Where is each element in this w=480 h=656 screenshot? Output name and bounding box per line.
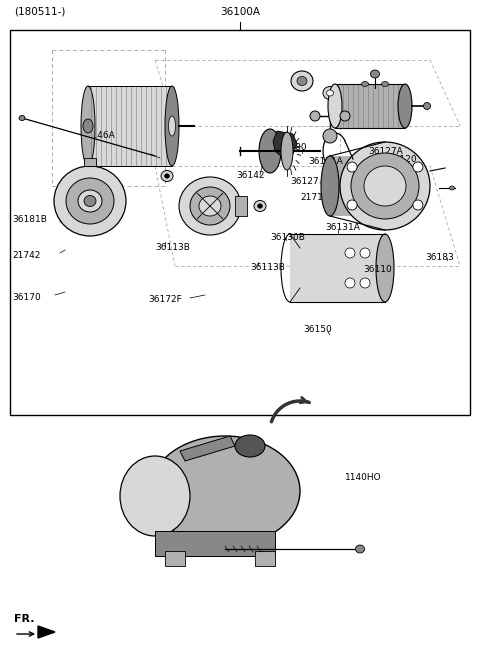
Text: 36183: 36183	[425, 253, 454, 262]
Bar	[255, 551, 275, 566]
Text: 36121A: 36121A	[308, 157, 343, 167]
Ellipse shape	[423, 102, 431, 110]
Text: 36127A: 36127A	[368, 148, 403, 157]
Ellipse shape	[323, 87, 337, 100]
Polygon shape	[180, 436, 235, 461]
Circle shape	[340, 111, 350, 121]
Ellipse shape	[281, 132, 293, 170]
Ellipse shape	[83, 119, 93, 133]
Ellipse shape	[328, 84, 342, 128]
Text: 36181B: 36181B	[12, 216, 47, 224]
Ellipse shape	[364, 166, 406, 206]
Circle shape	[310, 111, 320, 121]
Ellipse shape	[78, 190, 102, 212]
Text: 36150: 36150	[303, 325, 332, 335]
Ellipse shape	[54, 166, 126, 236]
Ellipse shape	[398, 84, 412, 128]
Ellipse shape	[190, 187, 230, 225]
Polygon shape	[273, 131, 297, 158]
Circle shape	[413, 200, 423, 210]
Ellipse shape	[235, 435, 265, 457]
Ellipse shape	[291, 71, 313, 91]
Text: 21711A: 21711A	[300, 194, 335, 203]
Ellipse shape	[382, 81, 388, 87]
Bar	[330, 156, 385, 216]
Ellipse shape	[150, 436, 300, 546]
Bar	[10, 30, 470, 415]
Ellipse shape	[340, 142, 430, 230]
Text: 21742: 21742	[12, 251, 40, 260]
Circle shape	[347, 162, 357, 172]
Text: 36170: 36170	[12, 293, 41, 302]
Text: 36131A: 36131A	[325, 224, 360, 232]
Text: (180511-): (180511-)	[14, 7, 65, 17]
Ellipse shape	[259, 129, 281, 173]
Circle shape	[360, 248, 370, 258]
Text: 36100A: 36100A	[220, 7, 260, 17]
Text: 36113B: 36113B	[155, 243, 190, 253]
Circle shape	[323, 129, 337, 143]
Ellipse shape	[297, 77, 307, 85]
Ellipse shape	[356, 545, 364, 553]
Ellipse shape	[165, 86, 179, 166]
Text: 36172F: 36172F	[148, 295, 182, 304]
Ellipse shape	[165, 174, 169, 178]
Text: 36110: 36110	[363, 266, 392, 274]
Text: 36146A: 36146A	[80, 131, 115, 140]
Ellipse shape	[371, 70, 380, 78]
Text: 36120: 36120	[388, 155, 417, 165]
Ellipse shape	[326, 90, 334, 96]
Polygon shape	[38, 626, 55, 638]
Text: 36113B: 36113B	[250, 262, 285, 272]
Text: 36142: 36142	[236, 171, 264, 180]
Ellipse shape	[84, 195, 96, 207]
Bar	[290, 234, 385, 302]
Circle shape	[360, 278, 370, 288]
Ellipse shape	[254, 201, 266, 211]
Circle shape	[345, 278, 355, 288]
Circle shape	[347, 200, 357, 210]
Ellipse shape	[81, 86, 95, 166]
Bar	[84, 158, 96, 166]
Ellipse shape	[199, 196, 221, 216]
Circle shape	[413, 162, 423, 172]
Text: 1140HO: 1140HO	[345, 474, 382, 483]
Bar	[235, 196, 247, 216]
Ellipse shape	[321, 156, 339, 216]
Ellipse shape	[449, 186, 455, 190]
Ellipse shape	[168, 116, 176, 136]
Ellipse shape	[120, 456, 190, 536]
Ellipse shape	[376, 234, 394, 302]
Ellipse shape	[161, 171, 173, 182]
Text: 32880: 32880	[278, 144, 307, 152]
Ellipse shape	[351, 153, 419, 219]
Bar	[155, 531, 275, 556]
Text: FR.: FR.	[14, 614, 35, 624]
Ellipse shape	[19, 115, 25, 121]
Bar	[335, 84, 405, 128]
Ellipse shape	[257, 204, 263, 208]
Bar	[165, 551, 185, 566]
Ellipse shape	[179, 177, 241, 235]
Ellipse shape	[66, 178, 114, 224]
Circle shape	[345, 248, 355, 258]
Bar	[88, 86, 172, 166]
FancyArrowPatch shape	[17, 632, 34, 636]
Text: 36127: 36127	[290, 178, 319, 186]
Ellipse shape	[361, 81, 369, 87]
Text: 36130B: 36130B	[270, 232, 305, 241]
